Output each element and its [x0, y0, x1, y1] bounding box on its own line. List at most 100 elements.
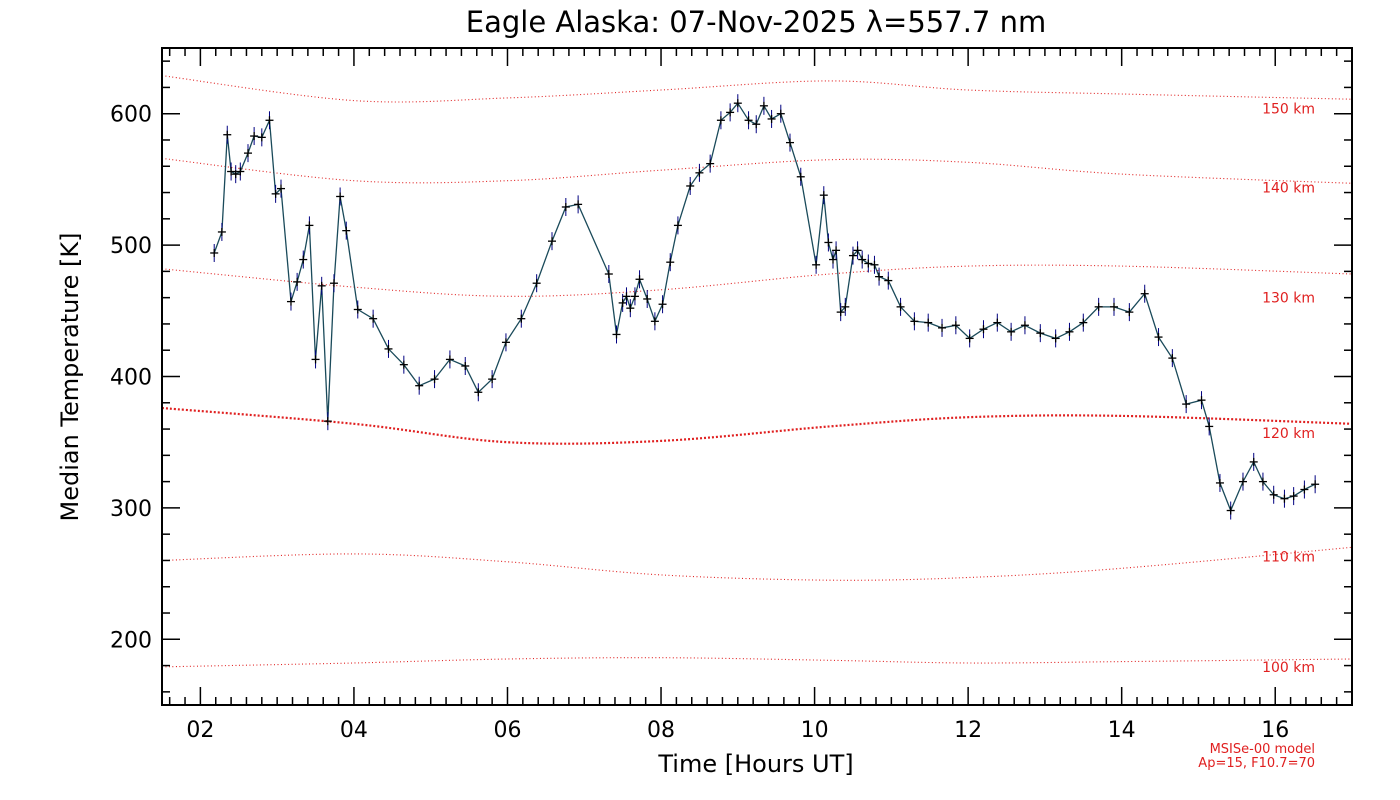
- data-point-9: [265, 111, 274, 130]
- data-point-62: [796, 167, 805, 186]
- data-point-11: [277, 179, 285, 198]
- data-point-109: [1311, 475, 1320, 494]
- data-point-56: [744, 111, 753, 130]
- data-point-4: [231, 165, 240, 184]
- data-point-77: [896, 297, 905, 316]
- model-label-120km: 120 km: [1262, 426, 1315, 442]
- model-label-130km: 130 km: [1262, 291, 1315, 307]
- data-point-57: [752, 115, 761, 134]
- data-point-81: [951, 316, 960, 335]
- data-point-79: [924, 313, 933, 332]
- data-point-3: [227, 162, 236, 181]
- data-point-22: [353, 300, 362, 319]
- data-point-89: [1065, 322, 1074, 341]
- model-label-150km: 150 km: [1262, 101, 1315, 117]
- data-point-1: [217, 222, 226, 241]
- data-point-95: [1154, 328, 1163, 347]
- model-curve-110km: [161, 546, 1353, 581]
- data-point-43: [630, 287, 639, 306]
- x-tick-label: 06: [493, 718, 521, 743]
- model-label-140km: 140 km: [1262, 180, 1315, 196]
- data-point-98: [1197, 391, 1206, 410]
- model-note-line-1: MSISe-00 model: [1210, 742, 1315, 757]
- data-point-38: [604, 265, 613, 284]
- data-point-50: [686, 176, 695, 195]
- data-point-30: [474, 383, 483, 402]
- model-curve-100km: [161, 657, 1353, 668]
- data-point-87: [1036, 324, 1045, 343]
- data-point-5: [236, 162, 245, 181]
- data-point-14: [299, 250, 308, 269]
- data-point-83: [979, 320, 988, 339]
- data-point-44: [635, 270, 644, 289]
- plot-frame: [161, 47, 1353, 706]
- data-point-86: [1020, 316, 1029, 335]
- x-tick-label: 12: [954, 718, 982, 743]
- data-point-102: [1238, 472, 1247, 491]
- data-point-2: [223, 125, 232, 144]
- data-point-59: [767, 109, 776, 128]
- data-point-76: [884, 271, 893, 290]
- data-point-65: [824, 233, 833, 252]
- data-point-70: [848, 246, 857, 265]
- data-point-45: [643, 289, 652, 308]
- x-tick-label: 14: [1108, 718, 1136, 743]
- data-point-69: [841, 297, 850, 316]
- data-point-72: [858, 250, 867, 269]
- data-point-32: [501, 333, 510, 352]
- model-label-110km: 110 km: [1262, 550, 1315, 566]
- data-point-64: [819, 186, 828, 205]
- y-tick-label: 600: [110, 103, 152, 128]
- axis-ticks: 02 04 06 08 10 12 14 16 200 300 400 500 600: [110, 48, 1353, 743]
- data-point-8: [257, 128, 266, 147]
- data-point-96: [1168, 349, 1177, 368]
- data-point-0: [210, 243, 219, 262]
- data-point-74: [870, 255, 879, 274]
- data-point-93: [1125, 303, 1134, 322]
- data-point-91: [1094, 297, 1103, 316]
- data-point-41: [622, 287, 631, 306]
- data-point-53: [716, 111, 725, 130]
- x-tick-label: 08: [647, 718, 675, 743]
- data-point-105: [1269, 485, 1278, 504]
- x-tick-label: 02: [186, 718, 214, 743]
- data-point-100: [1215, 473, 1224, 492]
- data-point-17: [317, 276, 326, 295]
- data-point-10: [271, 184, 280, 203]
- data-point-55: [733, 94, 742, 113]
- data-point-99: [1205, 417, 1214, 436]
- data-point-48: [666, 253, 675, 272]
- data-point-20: [336, 187, 345, 206]
- y-tick-label: 400: [110, 366, 152, 391]
- chart-title: Eagle Alaska: 07-Nov-2025 λ=557.7 nm: [466, 5, 1046, 39]
- data-point-101: [1226, 501, 1235, 520]
- data-point-29: [461, 356, 470, 375]
- model-note-line-2: Ap=15, F10.7=70: [1198, 756, 1315, 771]
- data-point-58: [759, 96, 768, 115]
- y-tick-label: 500: [110, 234, 152, 259]
- x-tick-label: 16: [1261, 718, 1289, 743]
- data-point-21: [342, 221, 351, 240]
- data-point-82: [965, 329, 974, 348]
- data-point-18: [323, 412, 332, 431]
- data-point-84: [993, 313, 1002, 332]
- data-point-75: [875, 267, 884, 286]
- data-point-51: [695, 163, 704, 182]
- data-point-37: [574, 195, 583, 214]
- model-curve-120km: [161, 406, 1353, 445]
- x-tick-label: 04: [340, 718, 368, 743]
- data-point-33: [517, 309, 526, 328]
- data-point-88: [1051, 329, 1060, 348]
- model-curve-140km: [161, 157, 1353, 184]
- data-point-49: [673, 216, 682, 235]
- data-point-7: [250, 127, 259, 146]
- data-point-107: [1289, 487, 1298, 506]
- data-point-46: [650, 312, 659, 331]
- data-point-104: [1258, 472, 1267, 491]
- data-point-39: [612, 325, 621, 344]
- data-point-97: [1182, 395, 1191, 414]
- series-layer: [210, 94, 1320, 520]
- data-point-34: [532, 274, 541, 293]
- data-point-54: [726, 103, 735, 122]
